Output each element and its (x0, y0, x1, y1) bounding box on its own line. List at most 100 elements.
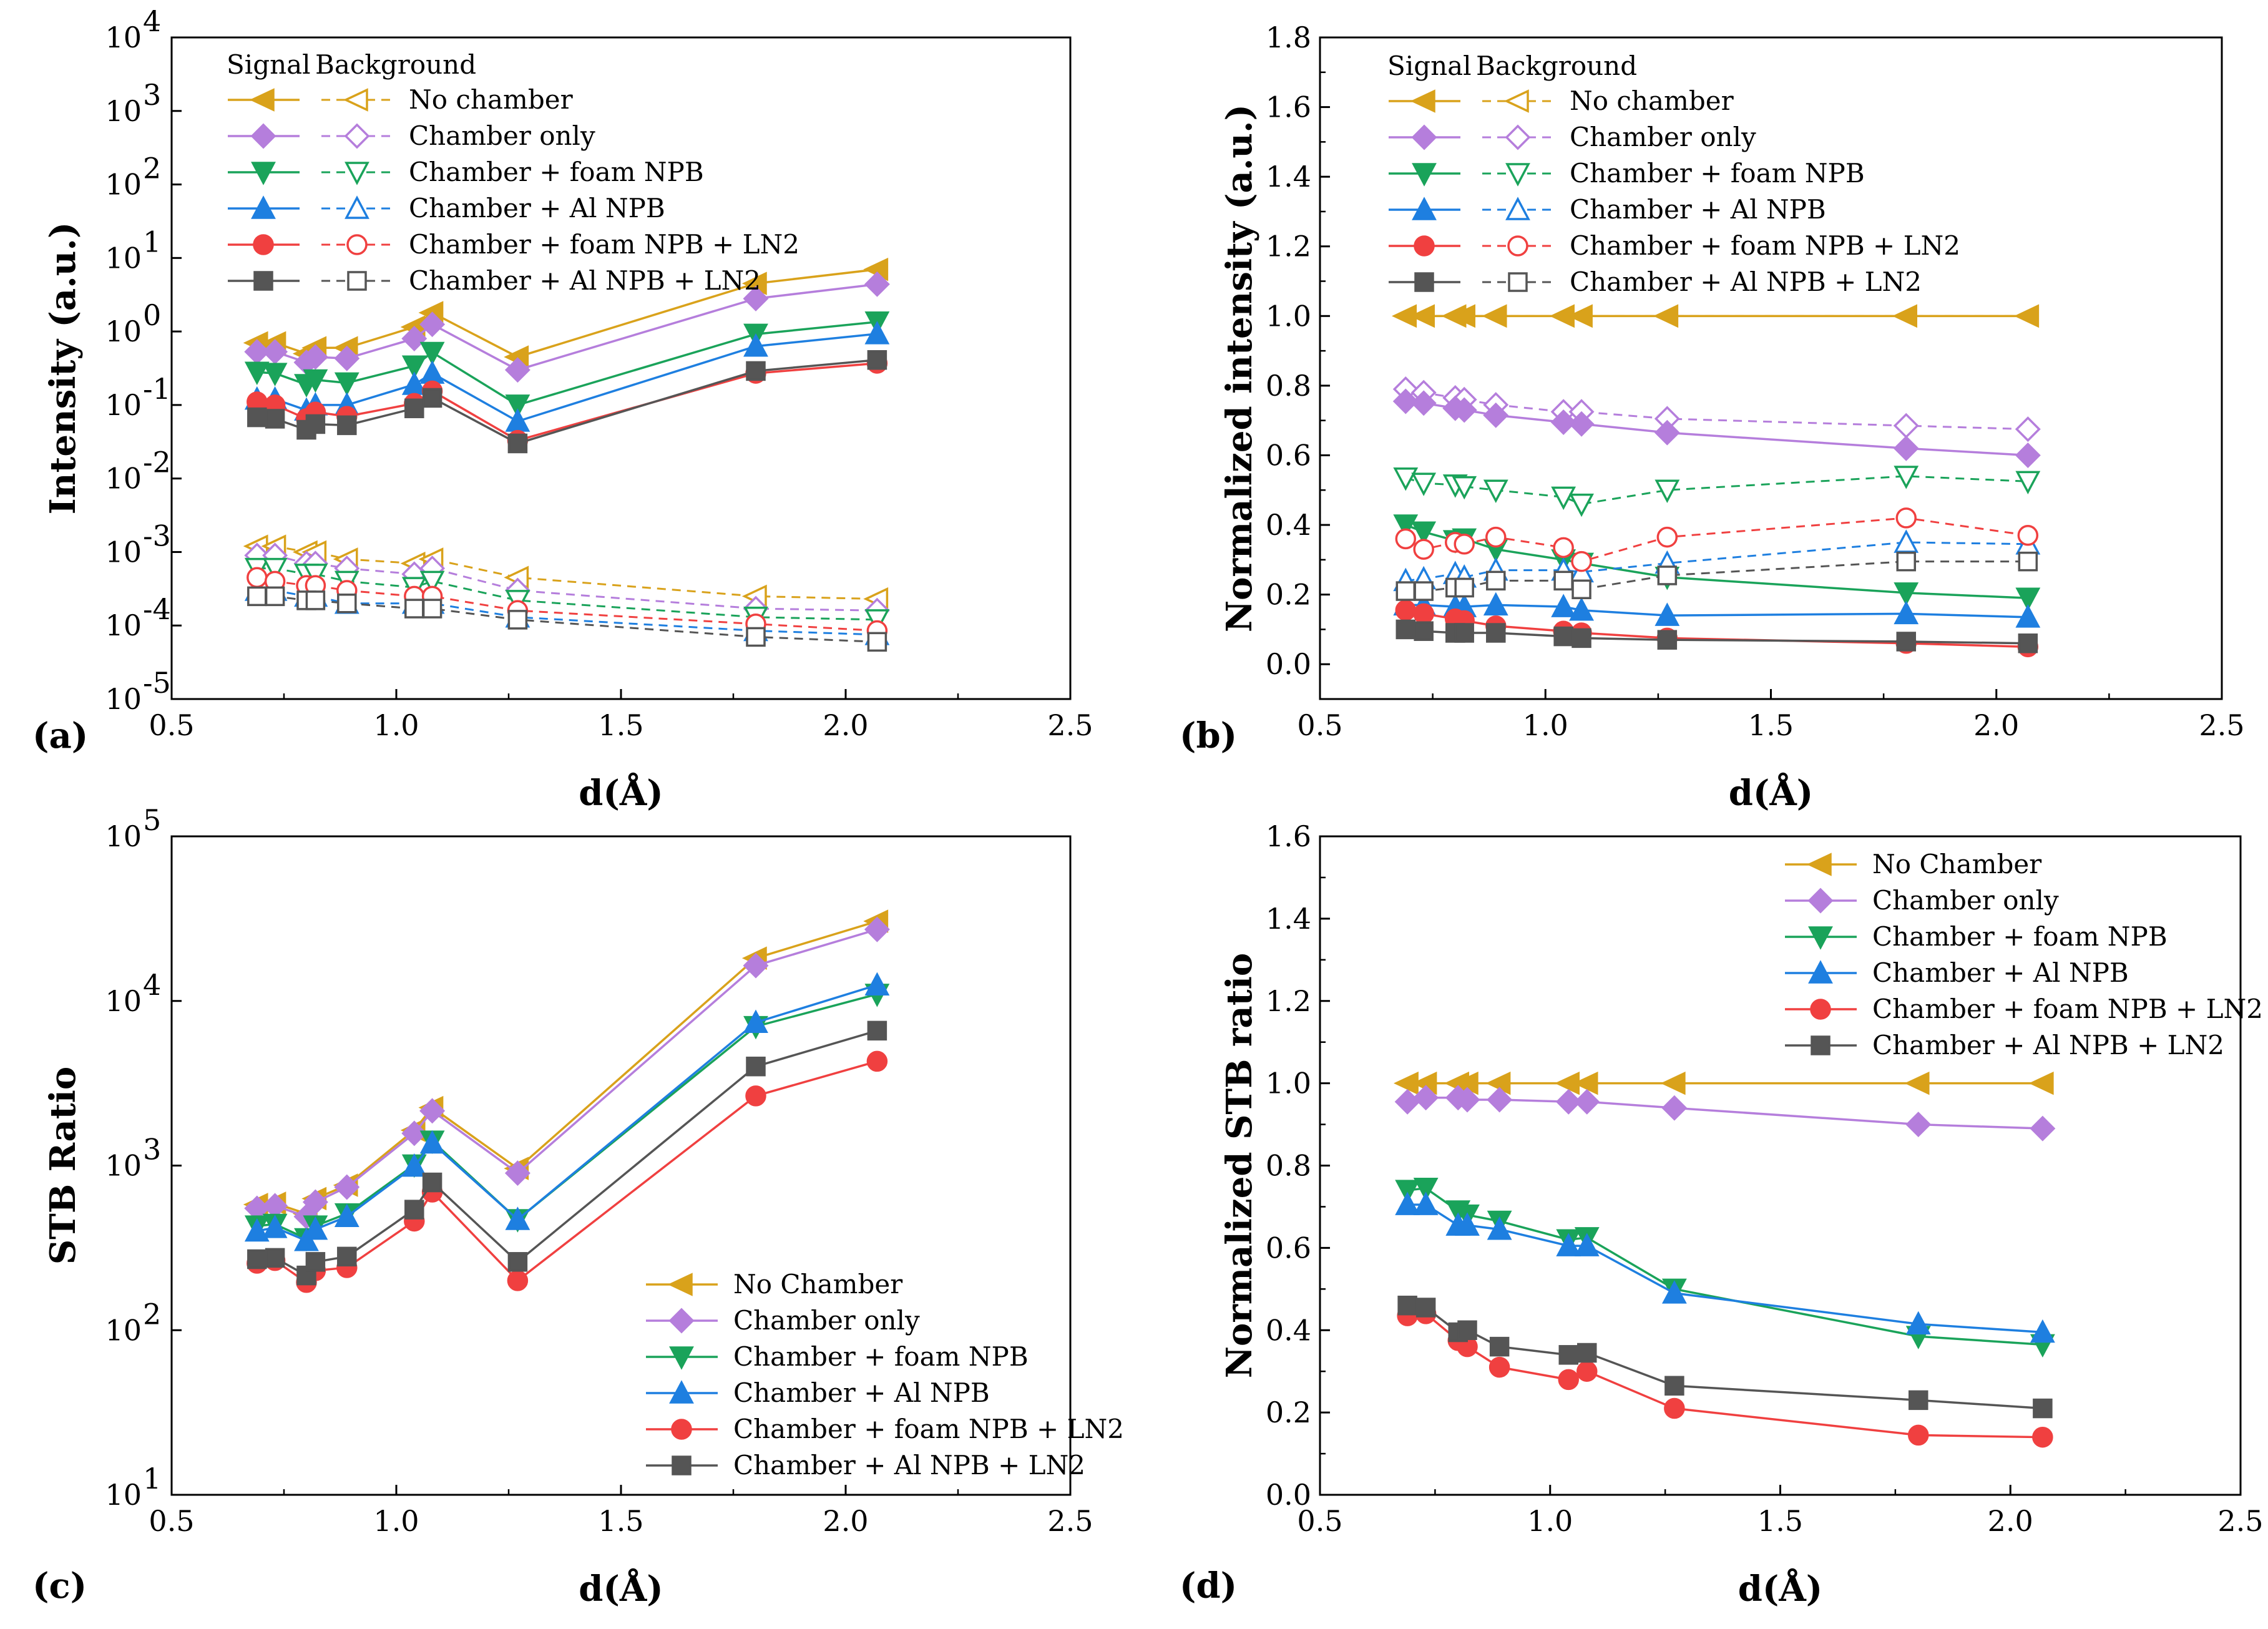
background-point (1657, 565, 1678, 585)
background-point (1393, 467, 1419, 491)
x-tick-label: 2.0 (823, 1504, 868, 1538)
data-point (864, 271, 890, 297)
y-tick-label: 0.6 (1266, 1231, 1311, 1265)
data-point (262, 363, 288, 386)
y-tick-label: 10 (105, 984, 142, 1018)
x-tick-label: 1.5 (1748, 708, 1794, 742)
data-point (1655, 602, 1680, 626)
legend-label: Chamber + Al NPB + LN2 (733, 1450, 1085, 1480)
panel-label: (a) (32, 715, 88, 756)
data-point (334, 1174, 360, 1200)
legend-item: Chamber only (646, 1305, 920, 1336)
y-tick-label: 0.2 (1266, 1396, 1311, 1429)
data-point (1396, 619, 1416, 640)
legend-item: Chamber + foam NPB + LN2 (228, 229, 799, 260)
legend-label: Chamber + Al NPB + LN2 (1570, 267, 1922, 297)
data-point (2030, 1115, 2056, 1142)
data-point (1574, 1088, 1600, 1115)
data-point (1894, 600, 1919, 625)
panel-label: (b) (1180, 715, 1237, 756)
background-point (1483, 479, 1508, 503)
x-tick-label: 2.5 (1047, 1504, 1093, 1538)
legend-label: Chamber + foam NPB (733, 1341, 1029, 1372)
legend-item: Chamber + Al NPB (1785, 957, 2129, 988)
legend-item: Chamber + Al NPB + LN2 (1785, 1030, 2224, 1060)
y-tick-label: 0.4 (1266, 1313, 1311, 1347)
data-point (334, 345, 360, 371)
data-point (1550, 409, 1576, 435)
data-point (1904, 1071, 1930, 1095)
data-point (1451, 397, 1477, 423)
series-6 (247, 350, 887, 652)
data-point (422, 1172, 442, 1193)
y-tick-label: 10 (105, 21, 142, 54)
series-1 (1392, 304, 2040, 328)
legend-bg-marker (346, 234, 368, 255)
x-axis-title: d(Å) (1729, 772, 1814, 814)
data-point (1660, 1071, 1686, 1095)
background-point (337, 594, 357, 614)
y-tick-exponent: 4 (143, 4, 161, 38)
data-point (1486, 623, 1506, 643)
legend-marker (251, 162, 276, 185)
data-point (504, 1160, 530, 1186)
data-point (2015, 442, 2041, 468)
y-tick-exponent: 2 (143, 152, 161, 185)
data-line (1407, 1186, 2043, 1346)
data-point (1488, 1356, 1510, 1378)
background-point (1454, 533, 1475, 555)
series-2 (1394, 1085, 2056, 1142)
y-tick-label: 10 (105, 388, 142, 422)
data-point (294, 1228, 319, 1251)
y-axis-title: Normalized STB ratio (1219, 953, 1260, 1378)
data-point (1413, 1178, 1439, 1201)
legend-bg-marker (344, 123, 370, 149)
y-tick-exponent: -1 (143, 372, 171, 406)
legend: No Chamber Chamber only Chamber + foam NPB… (646, 1269, 1124, 1480)
legend-label: No Chamber (733, 1269, 903, 1299)
y-tick-label: 0.8 (1266, 369, 1311, 403)
legend-item: Chamber + Al NPB (228, 193, 665, 223)
legend-label: Chamber only (1872, 885, 2059, 916)
series-4 (1395, 1191, 2055, 1343)
data-point (1567, 304, 1593, 328)
data-point (244, 361, 270, 385)
y-tick-label: 10 (105, 241, 142, 275)
legend-marker (671, 1419, 692, 1440)
data-point (1411, 521, 1437, 545)
data-point (507, 433, 528, 454)
data-point (507, 1252, 528, 1272)
data-point (1413, 603, 1434, 625)
y-tick-label: 0.0 (1266, 1478, 1311, 1512)
data-line (1407, 1096, 2043, 1130)
y-tick-label: 0.2 (1266, 578, 1311, 612)
legend-label: Chamber + foam NPB (409, 157, 704, 187)
data-point (1415, 1298, 1436, 1318)
data-point (1664, 1376, 1684, 1396)
data-point (1392, 388, 1419, 414)
y-tick-label: 1.4 (1266, 160, 1311, 193)
series-4 (244, 972, 890, 1251)
data-point (867, 350, 887, 370)
x-tick-label: 1.0 (373, 1504, 419, 1538)
x-tick-label: 2.0 (1988, 1504, 2033, 1538)
legend: Signal Background No chamber Chamber only Ch… (227, 49, 799, 296)
data-point (1577, 1343, 1597, 1363)
background-line (1405, 560, 2028, 592)
data-point (1664, 1397, 1685, 1419)
legend-item: Chamber + foam NPB (1389, 158, 1865, 188)
y-tick-label: 1.6 (1266, 90, 1311, 124)
legend-marker (669, 1380, 694, 1404)
data-point (743, 285, 769, 311)
data-point (1574, 1233, 1600, 1256)
legend-label: Chamber + foam NPB + LN2 (733, 1414, 1124, 1444)
data-point (864, 916, 890, 942)
data-point (1657, 630, 1678, 650)
background-point (419, 570, 445, 595)
legend-marker (1411, 124, 1437, 150)
data-line (1405, 400, 2028, 457)
background-point (1896, 551, 1916, 572)
data-point (505, 394, 530, 418)
legend-marker (1811, 1035, 1831, 1055)
data-point (244, 1218, 270, 1242)
